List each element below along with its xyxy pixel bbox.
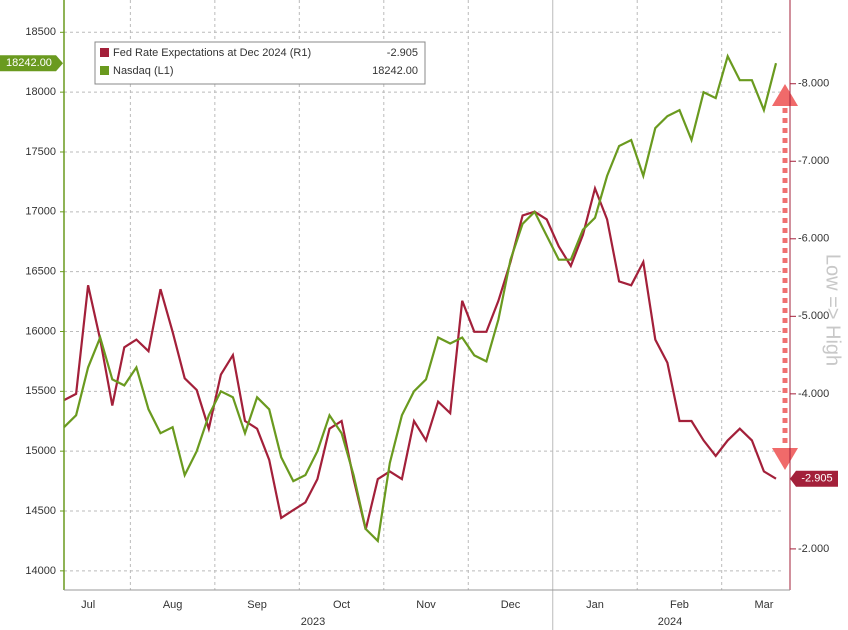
x-tick-label: Sep [247, 599, 267, 611]
y2-tick-label: -8.000 [798, 78, 829, 90]
legend-value: 18242.00 [372, 65, 418, 77]
range-arrow-down [772, 448, 798, 470]
last-value-tag [790, 470, 838, 487]
last-value-label: -2.905 [801, 473, 832, 485]
y-tick-label: 17500 [25, 146, 56, 158]
grid-layer [64, 0, 782, 630]
y2-tick-label: -5.000 [798, 310, 829, 322]
year-label: 2024 [658, 616, 682, 628]
x-tick-label: Feb [670, 599, 689, 611]
x-tick-label: Jan [586, 599, 604, 611]
y-tick-label: 14000 [25, 565, 56, 577]
y2-axis-title: Low => High [822, 254, 844, 366]
x-tick-label: Nov [416, 599, 436, 611]
legend-label: Fed Rate Expectations at Dec 2024 (R1) [113, 47, 311, 59]
y2-tick-label: -2.000 [798, 543, 829, 555]
last-value-tag [0, 55, 63, 72]
y2-tick-label: -7.000 [798, 155, 829, 167]
x-tick-label: Aug [163, 599, 183, 611]
y-tick-label: 15000 [25, 445, 56, 457]
y-tick-label: 14500 [25, 505, 56, 517]
legend-swatch [100, 48, 109, 57]
y-tick-label: 16000 [25, 325, 56, 337]
y-tick-label: 18000 [25, 86, 56, 98]
x-tick-label: Dec [501, 599, 521, 611]
last-value-label: 18242.00 [6, 57, 52, 69]
legend-swatch [100, 66, 109, 75]
y-tick-label: 18500 [25, 26, 56, 38]
x-tick-label: Mar [754, 599, 773, 611]
y2-tick-label: -6.000 [798, 233, 829, 245]
y-tick-label: 17000 [25, 206, 56, 218]
legend-label: Nasdaq (L1) [113, 65, 174, 77]
series-line [63, 184, 777, 530]
y-tick-label: 16500 [25, 266, 56, 278]
x-tick-label: Jul [81, 599, 95, 611]
legend: Fed Rate Expectations at Dec 2024 (R1) -… [94, 41, 426, 85]
legend-box [94, 41, 426, 85]
line-layer [63, 53, 778, 544]
range-arrow-up [772, 84, 798, 106]
y-tick-label: 15500 [25, 385, 56, 397]
x-tick-label: Oct [333, 599, 350, 611]
series-line [63, 53, 778, 544]
legend-value: -2.905 [387, 47, 418, 59]
year-label: 2023 [301, 616, 325, 628]
y2-tick-label: -4.000 [798, 388, 829, 400]
